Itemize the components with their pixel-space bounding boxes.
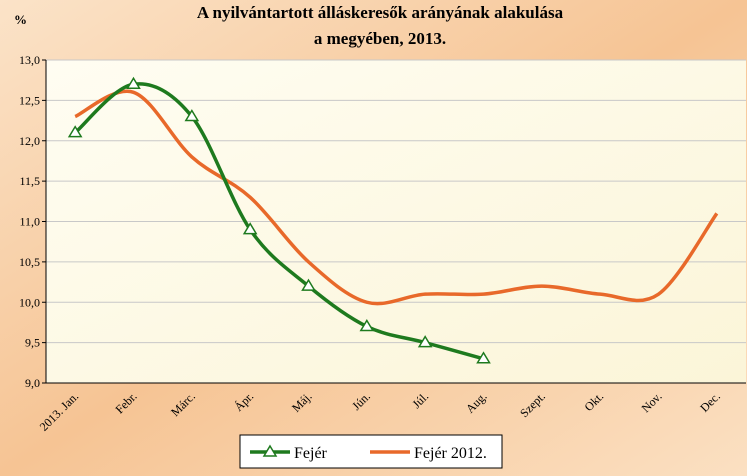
marker — [126, 76, 141, 89]
y-axis-label: % — [14, 12, 27, 27]
chart-title: a megyében, 2013. — [314, 29, 446, 48]
chart-title: A nyilvántartott álláskeresők arányának … — [197, 3, 564, 22]
y-tick-label: 10,5 — [19, 255, 40, 269]
legend-marker — [262, 444, 278, 457]
line-series — [73, 82, 484, 361]
y-tick-label: 11,0 — [19, 215, 40, 229]
marker — [242, 222, 258, 235]
y-tick-label: 12,5 — [19, 93, 40, 107]
marker — [359, 319, 375, 332]
marker — [301, 278, 316, 291]
y-tick-label: 11,5 — [19, 174, 40, 188]
marker — [476, 351, 491, 364]
y-tick-label: 13,0 — [19, 53, 40, 67]
line-series — [74, 89, 719, 306]
legend-label: Fejér 2012. — [414, 445, 487, 462]
y-tick-label: 12,0 — [19, 134, 40, 148]
y-tick-label: 10,0 — [19, 295, 40, 309]
legend-label: Fejér — [294, 445, 328, 462]
marker — [184, 109, 200, 122]
marker — [67, 125, 83, 138]
y-tick-label: 9,0 — [25, 376, 40, 390]
marker — [417, 335, 433, 348]
y-tick-label: 9,5 — [25, 336, 40, 350]
